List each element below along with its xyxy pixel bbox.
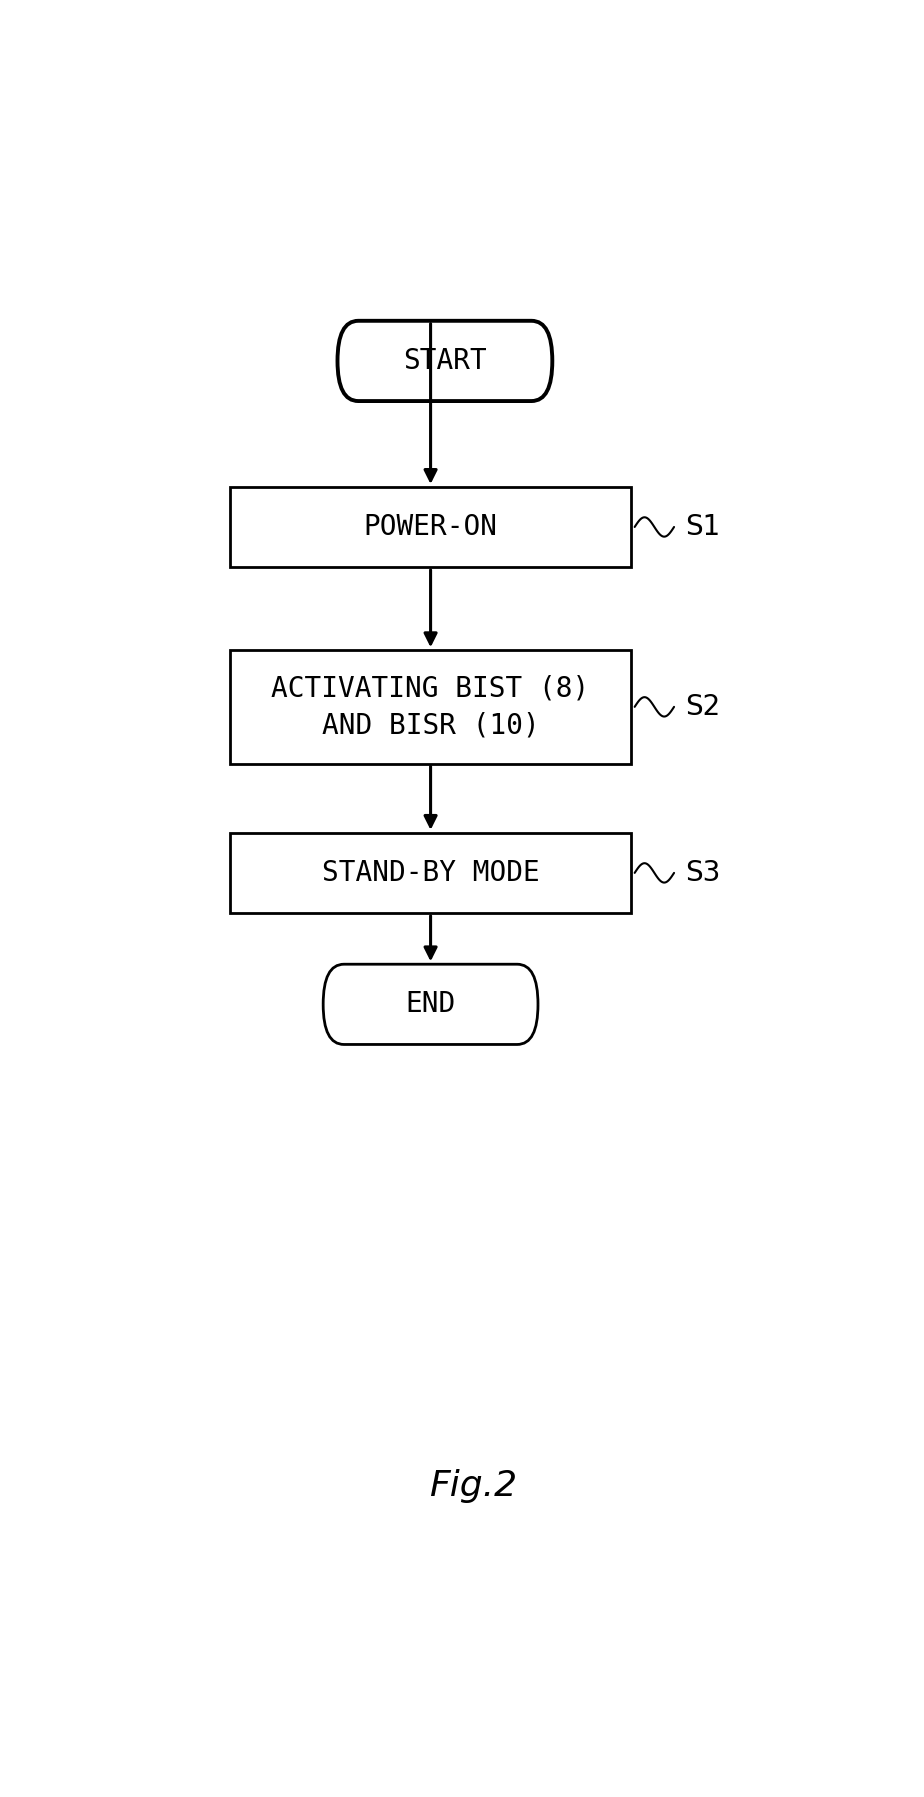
Text: END: END <box>406 990 456 1019</box>
Text: ACTIVATING BIST (8)
AND BISR (10): ACTIVATING BIST (8) AND BISR (10) <box>272 674 590 739</box>
Text: POWER-ON: POWER-ON <box>363 512 498 541</box>
Text: S2: S2 <box>685 694 720 721</box>
Bar <box>230 651 631 764</box>
Text: S1: S1 <box>685 512 720 541</box>
Text: Fig.2: Fig.2 <box>430 1468 517 1502</box>
Text: STAND-BY MODE: STAND-BY MODE <box>322 859 540 888</box>
Text: S3: S3 <box>685 859 720 888</box>
Bar <box>230 487 631 568</box>
FancyBboxPatch shape <box>337 322 553 401</box>
Bar <box>230 832 631 913</box>
FancyBboxPatch shape <box>323 965 538 1044</box>
Text: START: START <box>403 347 487 376</box>
